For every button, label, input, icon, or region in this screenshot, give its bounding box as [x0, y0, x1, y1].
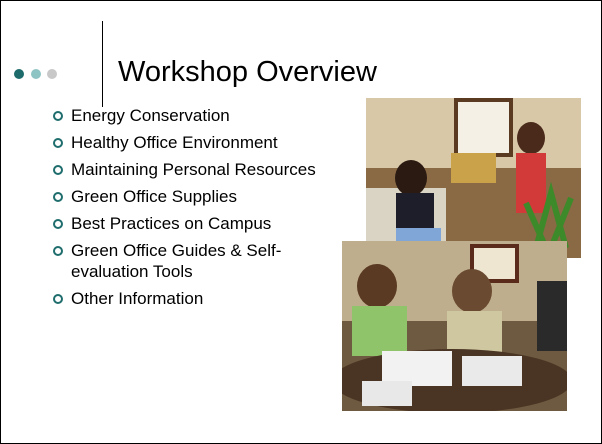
divider [102, 21, 103, 107]
bullet-item: Green Office Supplies [51, 186, 356, 207]
photo-meeting [342, 241, 567, 411]
decor-dot [14, 69, 24, 79]
photo-office [366, 98, 581, 258]
slide-title: Workshop Overview [118, 56, 377, 89]
slide: Workshop Overview Energy Conservation Hea… [0, 0, 602, 444]
decor-dot [47, 69, 57, 79]
bullet-item: Other Information [51, 288, 356, 309]
bullet-item: Energy Conservation [51, 105, 356, 126]
bullet-item: Best Practices on Campus [51, 213, 356, 234]
decor-dot [31, 69, 41, 79]
bullet-item: Healthy Office Environment [51, 132, 356, 153]
bullet-list: Energy Conservation Healthy Office Enviro… [51, 105, 356, 315]
bullet-item: Maintaining Personal Resources [51, 159, 356, 180]
bullet-item: Green Office Guides & Self-evaluation To… [51, 240, 356, 282]
